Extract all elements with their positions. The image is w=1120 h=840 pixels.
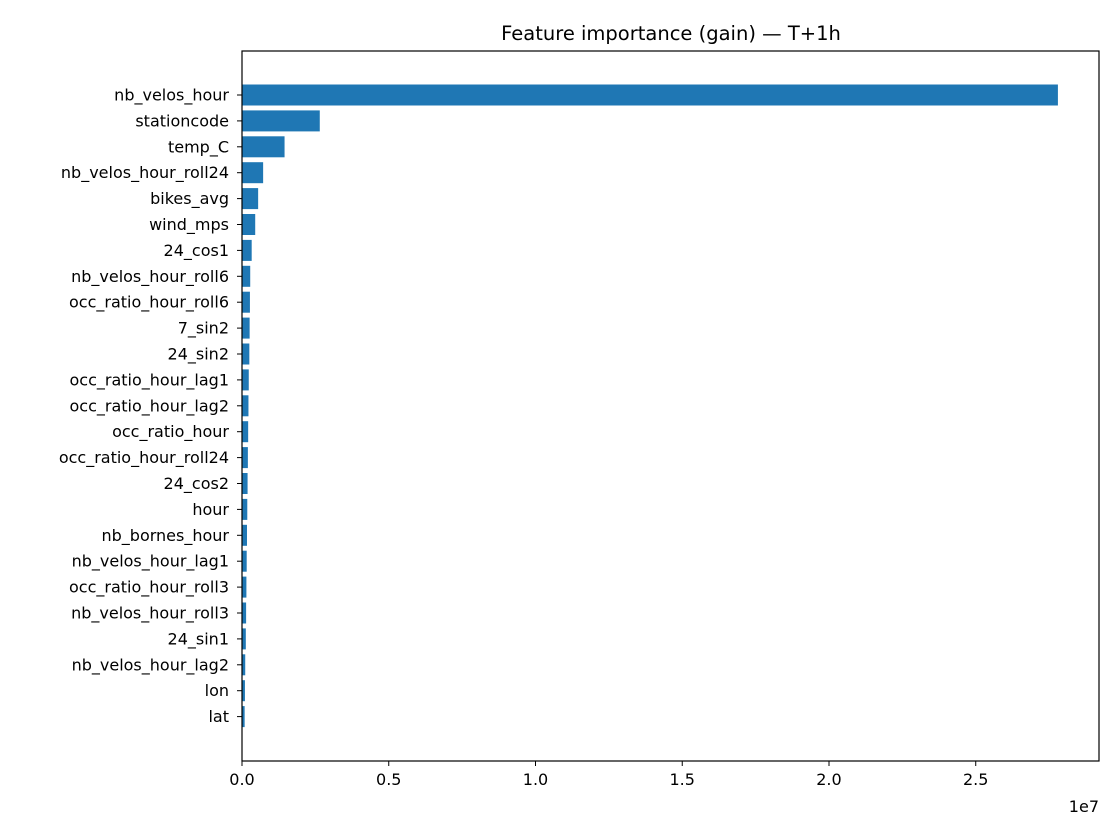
bar-lat xyxy=(242,706,245,728)
category-label-nb_velos_hour_lag2: nb_velos_hour_lag2 xyxy=(72,655,229,675)
bar-occ_ratio_hour_roll3 xyxy=(242,576,247,598)
category-label-occ_ratio_hour: occ_ratio_hour xyxy=(112,422,229,442)
bar-nb_velos_hour xyxy=(242,84,1058,106)
category-label-7_sin2: 7_sin2 xyxy=(178,319,229,339)
bar-hour xyxy=(242,498,248,520)
category-label-nb_bornes_hour: nb_bornes_hour xyxy=(101,526,229,546)
category-label-occ_ratio_hour_lag1: occ_ratio_hour_lag1 xyxy=(69,370,229,390)
category-label-nb_velos_hour_roll24: nb_velos_hour_roll24 xyxy=(61,163,229,183)
bar-24_cos2 xyxy=(242,473,248,494)
category-label-24_cos2: 24_cos2 xyxy=(164,474,229,494)
bar-stationcode xyxy=(242,110,320,132)
x-tick-label: 0.5 xyxy=(376,770,401,789)
bar-nb_velos_hour_roll24 xyxy=(242,162,264,184)
bar-occ_ratio_hour_roll6 xyxy=(242,291,250,313)
category-label-nb_velos_hour_roll6: nb_velos_hour_roll6 xyxy=(71,267,229,287)
bar-nb_velos_hour_lag2 xyxy=(242,654,246,676)
bar-temp_C xyxy=(242,136,285,158)
category-label-nb_velos_hour: nb_velos_hour xyxy=(114,86,229,106)
category-label-occ_ratio_hour_roll3: occ_ratio_hour_roll3 xyxy=(69,578,229,598)
bar-occ_ratio_hour xyxy=(242,421,249,443)
category-label-occ_ratio_hour_lag2: occ_ratio_hour_lag2 xyxy=(69,396,229,416)
bar-occ_ratio_hour_roll24 xyxy=(242,447,248,469)
bar-7_sin2 xyxy=(242,317,250,339)
bar-24_cos1 xyxy=(242,239,252,261)
category-label-bikes_avg: bikes_avg xyxy=(150,189,229,209)
x-ticks-group: 0.0 0.5 1.0 1.5 2.0 2.5 xyxy=(229,761,988,789)
x-tick-label: 0.0 xyxy=(229,770,254,789)
x-tick-label: 2.0 xyxy=(816,770,841,789)
x-tick-label: 1.5 xyxy=(670,770,695,789)
category-label-nb_velos_hour_lag1: nb_velos_hour_lag1 xyxy=(72,552,229,572)
x-offset-label: 1e7 xyxy=(1069,797,1099,816)
category-label-stationcode: stationcode xyxy=(135,111,229,130)
x-tick-label: 2.5 xyxy=(963,770,988,789)
category-label-occ_ratio_hour_roll24: occ_ratio_hour_roll24 xyxy=(59,448,229,468)
bar-occ_ratio_hour_lag2 xyxy=(242,395,249,417)
category-label-hour: hour xyxy=(192,500,229,519)
bar-nb_velos_hour_roll6 xyxy=(242,265,251,287)
category-label-24_cos1: 24_cos1 xyxy=(164,241,229,261)
category-labels-group: nb_velos_hour stationcode temp_C nb_velos_h… xyxy=(59,86,242,726)
bar-nb_velos_hour_roll3 xyxy=(242,602,247,624)
category-label-24_sin2: 24_sin2 xyxy=(168,345,229,365)
bar-nb_bornes_hour xyxy=(242,524,247,546)
bar-24_sin2 xyxy=(242,343,250,365)
category-label-24_sin1: 24_sin1 xyxy=(168,629,229,649)
x-tick-label: 1.0 xyxy=(523,770,548,789)
category-label-occ_ratio_hour_roll6: occ_ratio_hour_roll6 xyxy=(69,293,229,313)
category-label-lat: lat xyxy=(208,707,229,726)
category-label-nb_velos_hour_roll3: nb_velos_hour_roll3 xyxy=(71,604,229,624)
bar-lon xyxy=(242,680,245,702)
bar-bikes_avg xyxy=(242,188,259,210)
category-label-temp_C: temp_C xyxy=(168,137,229,157)
bars-group xyxy=(242,84,1058,728)
bar-nb_velos_hour_lag1 xyxy=(242,550,247,572)
chart-title: Feature importance (gain) — T+1h xyxy=(501,22,841,45)
category-label-wind_mps: wind_mps xyxy=(149,215,229,235)
plot-frame xyxy=(241,50,1100,762)
bar-wind_mps xyxy=(242,214,256,235)
bar-24_sin1 xyxy=(242,628,246,650)
bar-occ_ratio_hour_lag1 xyxy=(242,369,249,391)
category-label-lon: lon xyxy=(205,681,229,700)
